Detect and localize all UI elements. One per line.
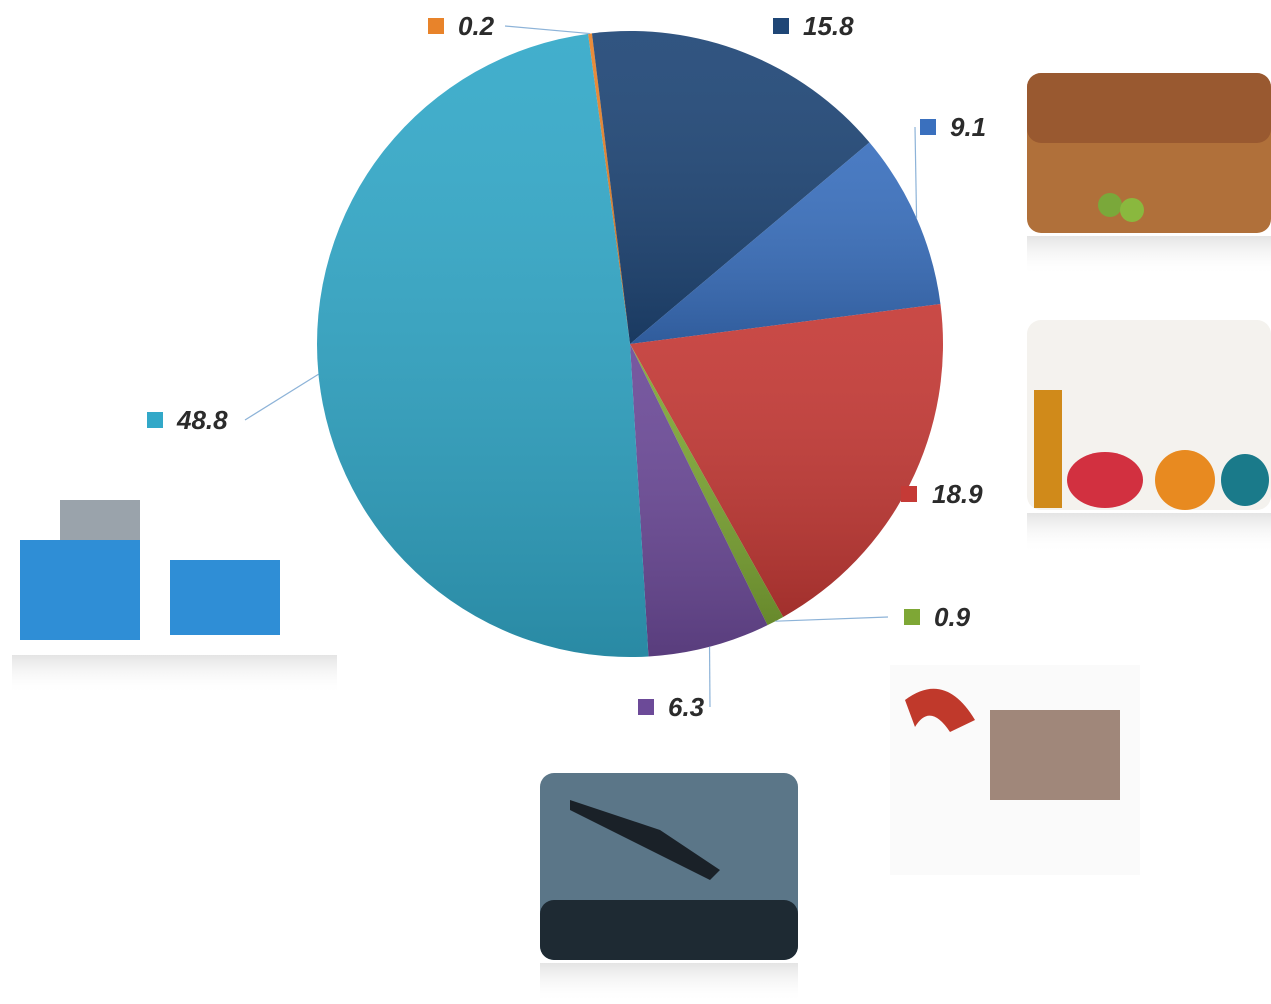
legend-swatch (904, 609, 920, 625)
legend-swatch (920, 119, 936, 135)
slice-shade (630, 142, 941, 344)
legend-swatch (428, 18, 444, 34)
pie (317, 30, 943, 657)
data-label: 0.9 (934, 602, 971, 632)
picture-oil (540, 773, 798, 1003)
slice-shade (630, 304, 943, 617)
legend-swatch (638, 699, 654, 715)
data-label: 15.8 (803, 11, 854, 41)
leader-line (775, 616, 889, 622)
leader-line (504, 25, 591, 35)
legend-swatch (901, 486, 917, 502)
data-label: 0.2 (458, 11, 495, 41)
data-label: 48.8 (176, 405, 228, 435)
legend-swatch (147, 412, 163, 428)
labels: 0.2 15.8 9.1 18.9 0.9 6.3 48.8 (147, 11, 986, 722)
slice-shade (588, 33, 630, 344)
picture-machine (12, 485, 337, 695)
leader-line (914, 126, 918, 219)
leader-line (244, 373, 319, 421)
slice-shade (591, 30, 870, 344)
slice-shade (630, 344, 784, 626)
data-label: 9.1 (950, 112, 986, 142)
slice-shade (317, 33, 649, 657)
picture-magnets (890, 665, 1140, 875)
data-label: 18.9 (932, 479, 983, 509)
legend-swatch (773, 18, 789, 34)
picture-food (1027, 73, 1271, 276)
slice-shade (630, 344, 768, 657)
picture-chemistry (1027, 320, 1271, 553)
data-label: 6.3 (668, 692, 705, 722)
